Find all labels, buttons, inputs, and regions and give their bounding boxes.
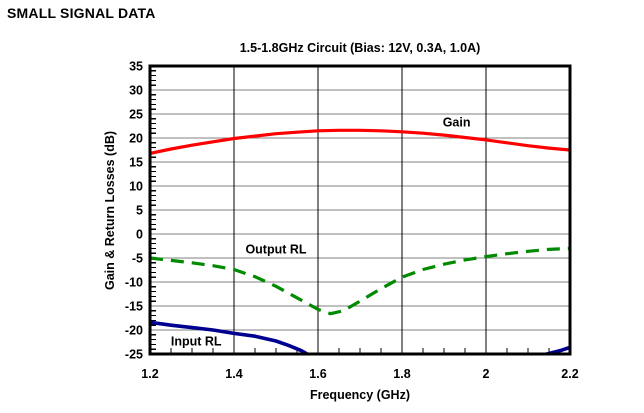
y-tick-label: -10 [125, 276, 143, 290]
y-tick-label: 35 [129, 60, 143, 74]
y-tick-label: 5 [136, 204, 143, 218]
series-line-gain [150, 128, 570, 155]
series-label-gain: Gain [443, 116, 471, 130]
x-tick-label: 2.2 [561, 367, 578, 381]
series-line-input-rl [538, 345, 570, 354]
series-line-output-rl [150, 246, 570, 316]
plot-frame [148, 64, 572, 356]
y-tick-label: 20 [129, 132, 143, 146]
x-tick-label: 1.8 [393, 367, 410, 381]
x-tick-label: 1.2 [141, 367, 158, 381]
y-tick-label: -25 [125, 348, 143, 362]
x-tick-label: 1.4 [225, 367, 242, 381]
x-tick-label: 1.6 [309, 367, 326, 381]
y-tick-label: -15 [125, 300, 143, 314]
series-label-input-rl: Input RL [171, 335, 222, 349]
chart-title: 1.5-1.8GHz Circuit (Bias: 12V, 0.3A, 1.0… [239, 41, 481, 55]
series-group [150, 128, 570, 354]
x-tick-label: 2 [483, 367, 490, 381]
page-heading: SMALL SIGNAL DATA [7, 5, 156, 21]
y-tick-label: 30 [129, 84, 143, 98]
y-tick-label: 25 [129, 108, 143, 122]
x-axis-title: Frequency (GHz) [309, 388, 410, 402]
series-label-output-rl: Output RL [245, 242, 306, 256]
y-tick-label: 15 [129, 156, 143, 170]
series-line-input-rl [150, 320, 311, 354]
y-tick-label: 0 [136, 228, 143, 242]
y-tick-label: -5 [132, 252, 143, 266]
y-tick-label: -20 [125, 324, 143, 338]
y-tick-label: 10 [129, 180, 143, 194]
